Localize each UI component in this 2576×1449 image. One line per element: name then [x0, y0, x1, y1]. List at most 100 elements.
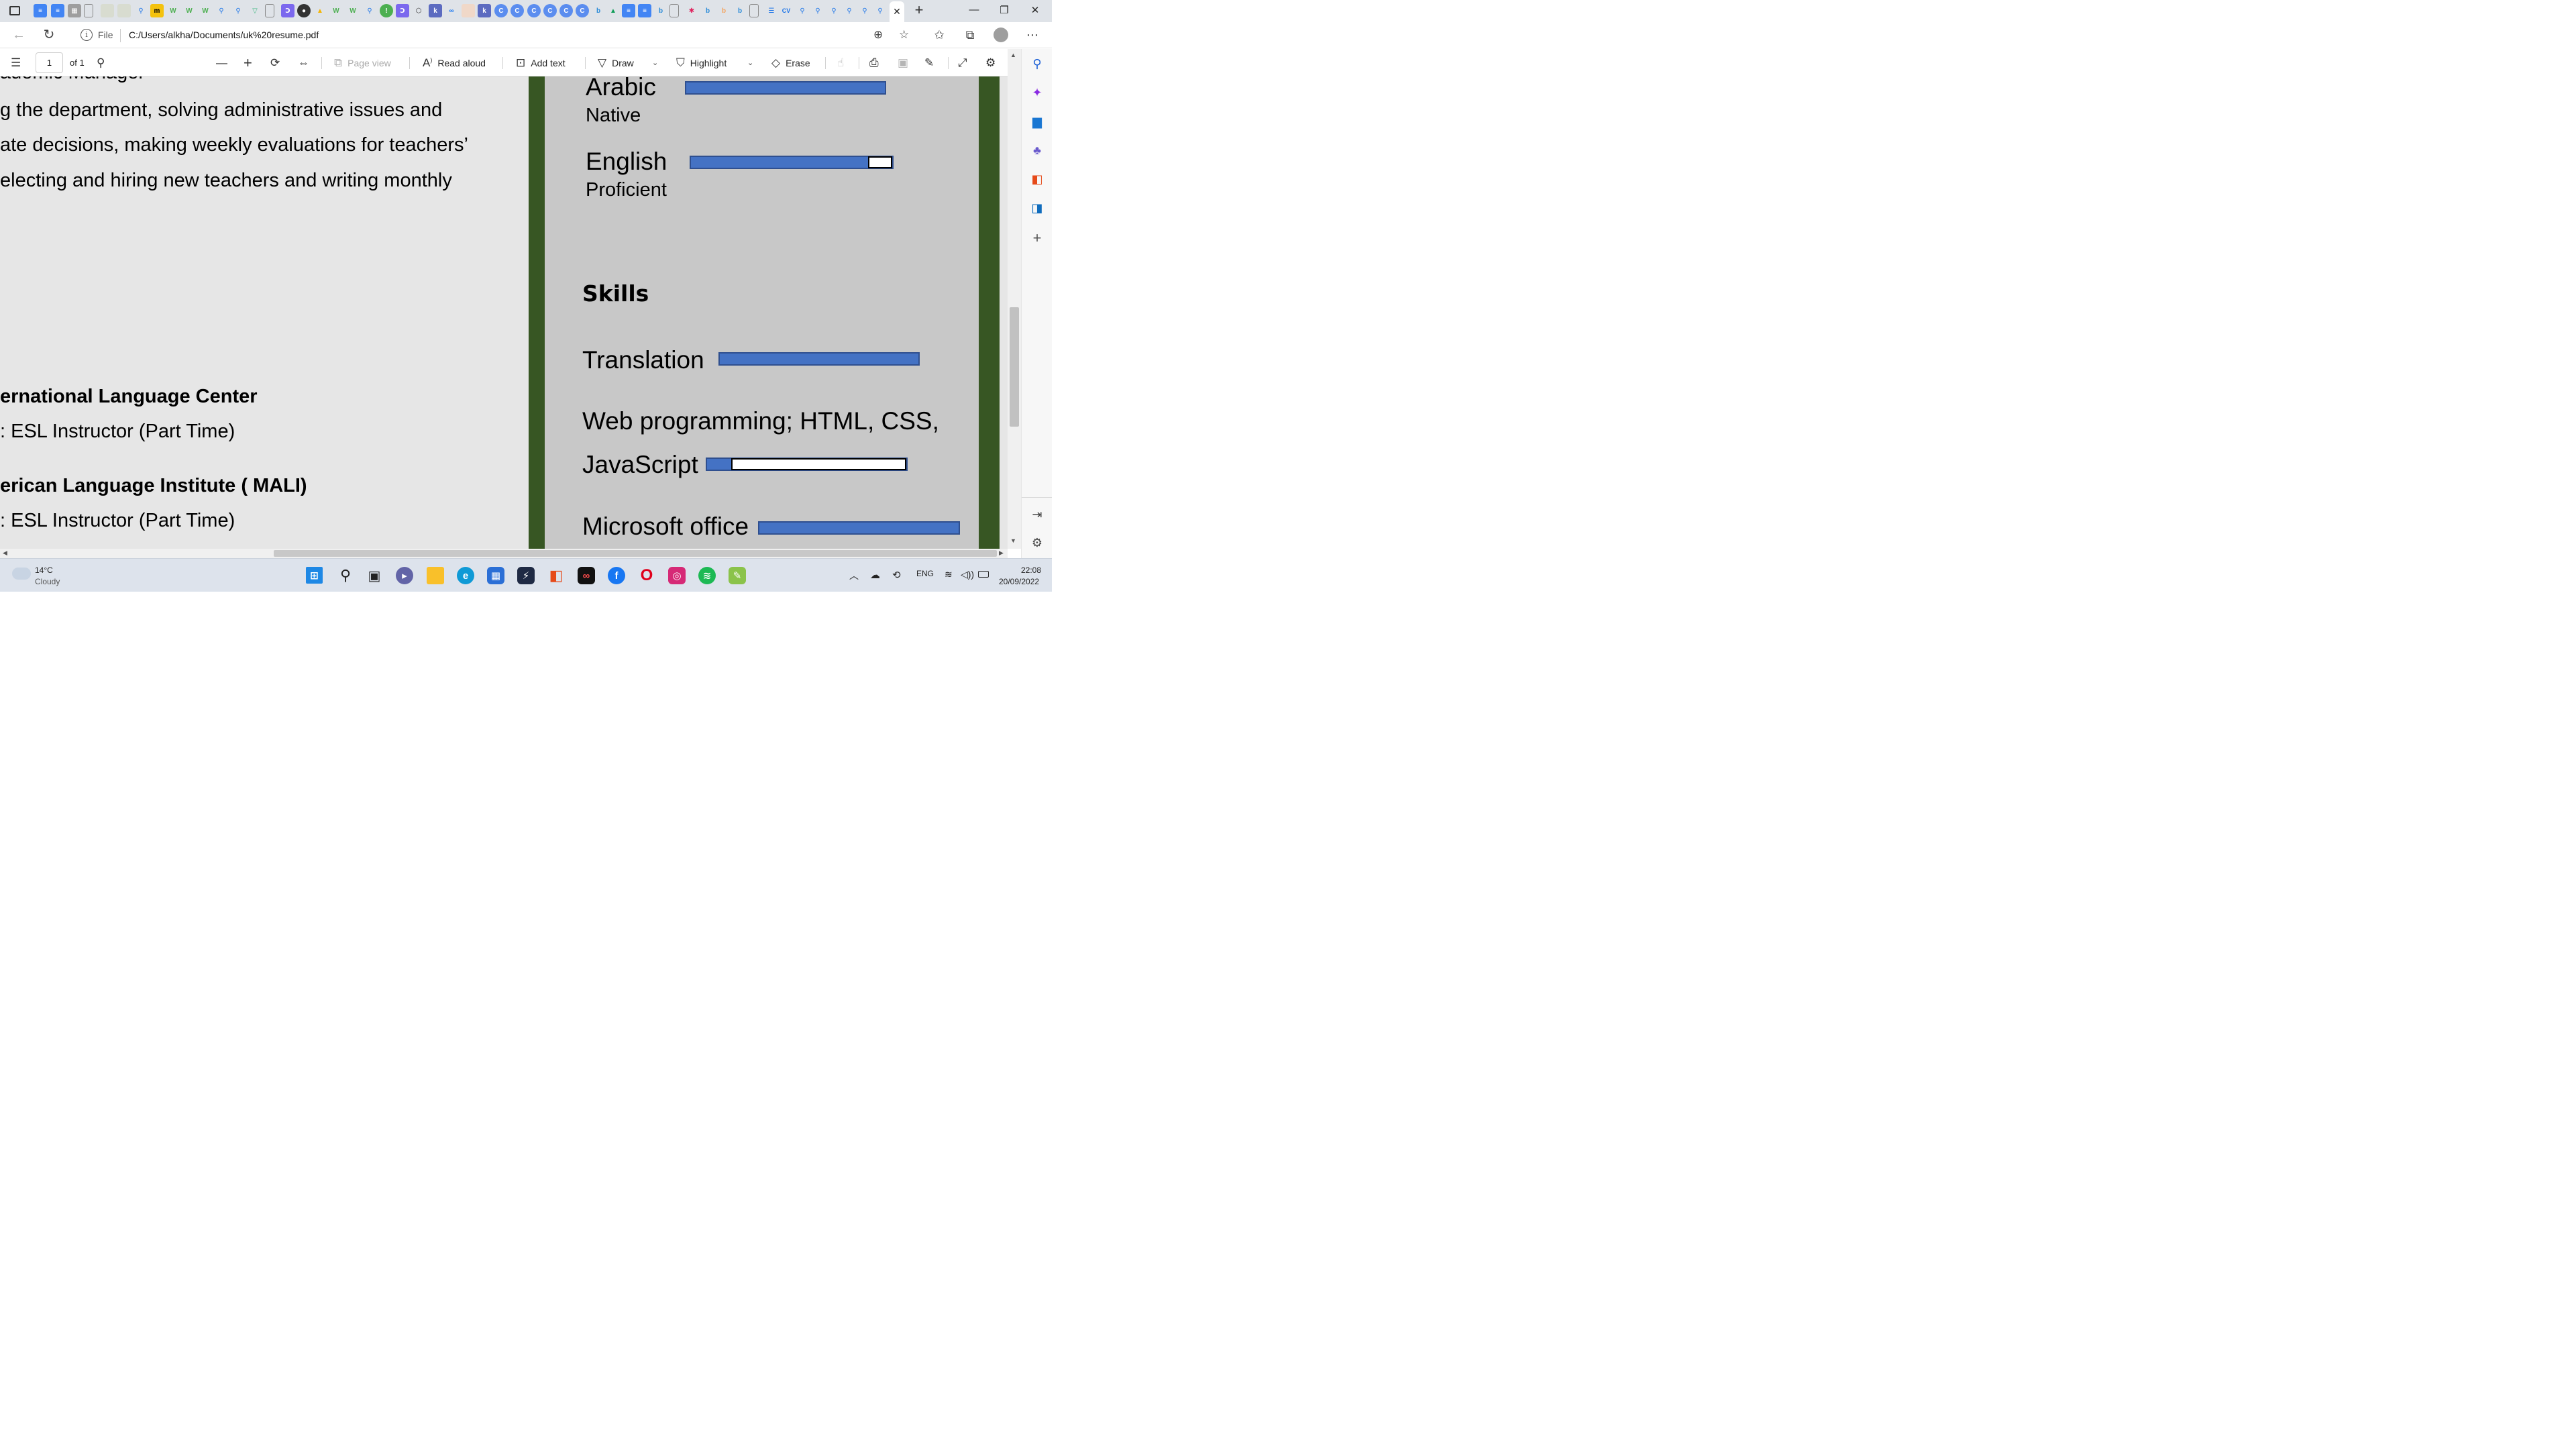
file-explorer-icon[interactable] [427, 567, 444, 584]
tab-c-icon[interactable]: C [543, 4, 557, 17]
active-tab-close-button[interactable]: ✕ [890, 1, 904, 22]
tab-github-icon[interactable]: ● [297, 4, 311, 17]
tab-page-icon[interactable] [462, 4, 475, 17]
tab-c-icon[interactable]: C [494, 4, 508, 17]
fullscreen-icon[interactable]: ⤢ [958, 56, 967, 69]
save-icon[interactable]: ▣ [898, 56, 909, 69]
teams-chat-icon[interactable]: ▸ [396, 567, 413, 584]
show-hidden-icons-chevron-icon[interactable]: ︿ [849, 570, 859, 581]
clock-time[interactable]: 22:08 [1021, 566, 1042, 575]
tab-drive-icon[interactable]: ▲ [610, 7, 616, 15]
minimize-button[interactable]: — [969, 4, 979, 15]
tab-cv-icon[interactable]: CV [782, 7, 791, 14]
tab-c-icon[interactable]: C [511, 4, 524, 17]
copilot-sparkle-icon[interactable]: ✦ [1032, 86, 1042, 99]
maximize-button[interactable]: ❐ [1000, 5, 1009, 16]
scroll-right-arrow-icon[interactable]: ▶ [999, 549, 1004, 556]
creative-cloud-icon[interactable]: ∞ [578, 567, 595, 584]
tab-search-icon[interactable]: ⚲ [235, 7, 241, 15]
tab-wordwall-icon[interactable]: W [350, 7, 356, 15]
instagram-icon[interactable]: ◎ [668, 567, 686, 584]
draw-button[interactable]: ▽ Draw [598, 49, 634, 76]
tab-search-icon[interactable]: ⚲ [877, 7, 883, 15]
tab-k-icon[interactable]: k [478, 4, 491, 17]
horizontal-scrollbar[interactable]: ◀ ▶ [0, 549, 1008, 558]
spotify-icon[interactable]: ≋ [698, 567, 716, 584]
tab-search-icon[interactable]: ⚲ [847, 7, 852, 15]
tab-search-icon[interactable]: ⚲ [138, 7, 144, 15]
tab-wordwall-icon[interactable]: W [202, 7, 209, 15]
tab-slack-icon[interactable]: ✱ [688, 7, 695, 15]
tab-bing-icon[interactable]: b [658, 7, 663, 15]
microsoft-store-icon[interactable]: ▦ [487, 567, 504, 584]
hide-sidebar-icon[interactable]: ⇥ [1032, 508, 1042, 521]
horizontal-scroll-thumb[interactable] [274, 550, 997, 557]
vertical-scroll-thumb[interactable] [1010, 307, 1019, 427]
powershell-icon[interactable]: ⚡ [517, 567, 535, 584]
tab-docs-icon[interactable]: ≡ [622, 4, 635, 17]
tab-bing-icon[interactable]: b [596, 7, 601, 15]
tab-app-icon[interactable]: Ↄ [396, 4, 409, 17]
tab-m-icon[interactable]: m [150, 4, 164, 17]
fit-width-icon[interactable]: ⇔ [298, 56, 309, 69]
tab-docs-icon[interactable]: ≡ [638, 4, 651, 17]
facebook-icon[interactable]: f [608, 567, 625, 584]
tab-bing-icon[interactable]: b [737, 7, 743, 15]
page-number-input[interactable]: 1 [36, 52, 63, 73]
tab-vue-icon[interactable]: ▽ [252, 7, 258, 15]
games-icon[interactable]: ♣ [1033, 144, 1041, 157]
tab-wordwall-icon[interactable]: W [170, 7, 176, 15]
read-aloud-button[interactable]: A) Read aloud [423, 49, 486, 76]
tab-grid-icon[interactable]: ▦ [68, 4, 81, 17]
find-icon[interactable]: ⚲ [97, 56, 105, 69]
tab-page-icon[interactable] [265, 4, 274, 17]
tab-page-icon[interactable] [101, 4, 114, 17]
sync-icon[interactable]: ⟲ [892, 570, 901, 581]
zoom-out-icon[interactable]: — [216, 56, 227, 69]
tab-search-icon[interactable]: ⚲ [815, 7, 820, 15]
tab-docs-icon[interactable]: ≡ [34, 4, 47, 17]
erase-button[interactable]: ◇ Erase [771, 49, 810, 76]
tab-bing-icon[interactable]: b [721, 7, 727, 15]
task-view-icon[interactable]: ▣ [368, 568, 381, 584]
scroll-up-arrow-icon[interactable]: ▲ [1010, 52, 1016, 58]
touch-write-icon[interactable]: ☝ [837, 56, 845, 69]
page-view-button[interactable]: ⧉ Page view [334, 49, 391, 76]
favorites-icon[interactable]: ✩ [934, 28, 945, 42]
tab-app-icon[interactable]: ! [380, 4, 393, 17]
sidebar-settings-icon[interactable]: ⚙ [1031, 536, 1043, 549]
tab-bing-icon[interactable]: b [705, 7, 710, 15]
clock-date[interactable]: 20/09/2022 [999, 577, 1040, 586]
tab-docs-icon[interactable]: ≡ [51, 4, 64, 17]
tab-k-icon[interactable]: k [429, 4, 442, 17]
tab-actions-icon[interactable] [9, 6, 20, 15]
zoom-icon[interactable]: ⊕ [873, 28, 883, 41]
new-tab-button[interactable]: + [914, 1, 924, 18]
highlight-button[interactable]: ⛉ Highlight [676, 49, 727, 76]
tab-drive-icon[interactable]: ▲ [317, 7, 323, 15]
tab-codepen-icon[interactable]: ⬡ [415, 7, 422, 15]
tab-search-icon[interactable]: ⚲ [800, 7, 805, 15]
search-icon[interactable]: ⚲ [1032, 57, 1042, 70]
close-window-button[interactable]: ✕ [1030, 5, 1040, 16]
collections-icon[interactable]: ⧉ [965, 28, 975, 42]
profile-avatar[interactable] [994, 28, 1008, 42]
tab-page-icon[interactable] [84, 4, 93, 17]
vertical-scrollbar[interactable]: ▲ ▼ [1008, 49, 1021, 549]
office-app-icon[interactable]: ◧ [549, 567, 564, 584]
photo-app-icon[interactable]: ✎ [729, 567, 746, 584]
weather-temperature[interactable]: 14°C [35, 566, 53, 575]
zoom-in-icon[interactable]: + [244, 54, 252, 71]
tab-search-icon[interactable]: ⚲ [367, 7, 372, 15]
tab-wordwall-icon[interactable]: W [186, 7, 193, 15]
wifi-icon[interactable]: ≋ [945, 569, 953, 580]
pdf-viewport[interactable]: ademic Manager g the department, solving… [0, 76, 1008, 549]
scroll-left-arrow-icon[interactable]: ◀ [3, 549, 7, 556]
print-icon[interactable]: ⎙ [869, 56, 879, 69]
rotate-icon[interactable]: ⟳ [270, 56, 280, 69]
battery-icon[interactable] [978, 571, 989, 578]
opera-icon[interactable]: O [640, 566, 653, 584]
add-favorite-icon[interactable]: ☆ [899, 28, 910, 41]
weather-cloud-icon[interactable] [12, 568, 31, 580]
start-windows-icon[interactable]: ⊞ [306, 567, 323, 584]
